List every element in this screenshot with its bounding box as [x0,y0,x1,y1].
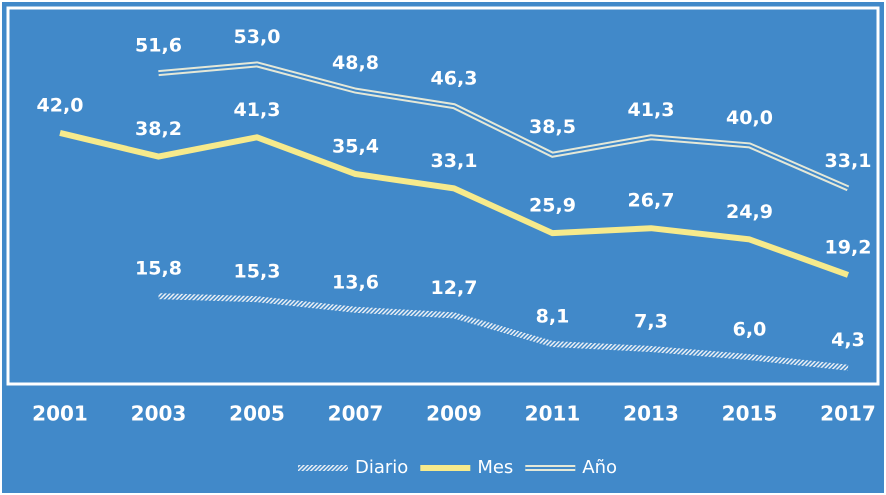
data-label: 33,1 [431,150,478,172]
data-label: 38,5 [529,116,576,138]
data-label: 8,1 [536,306,570,328]
data-label: 48,8 [332,52,379,74]
data-label: 26,7 [628,190,675,212]
data-label: 6,0 [733,319,767,341]
line-inner [158,63,849,190]
data-label: 7,3 [634,310,668,332]
data-label: 33,1 [825,150,872,172]
x-tick-label: 2015 [722,402,778,426]
data-label: 41,3 [234,99,281,121]
data-label: 51,6 [135,35,182,57]
x-tick-label: 2009 [426,402,482,426]
legend-label: Diario [355,457,408,478]
line [59,130,850,278]
legend-swatch-inner [525,467,576,469]
data-label: 25,9 [529,195,576,217]
data-label: 24,9 [726,201,773,223]
legend-label: Año [582,457,617,478]
data-label: 40,0 [726,107,773,129]
x-tick-label: 2001 [32,402,88,426]
data-label: 53,0 [234,26,281,48]
data-label: 15,3 [234,261,281,283]
data-label: 35,4 [332,136,379,158]
data-label: 41,3 [628,99,675,121]
data-label: 42,0 [37,94,84,116]
x-tick-label: 2013 [623,402,679,426]
data-label: 19,2 [825,236,872,258]
data-label: 46,3 [431,68,478,90]
x-tick-label: 2011 [525,402,581,426]
x-tick-label: 2003 [131,402,187,426]
legend-label: Mes [477,457,513,478]
x-tick-label: 2017 [820,402,876,426]
plot-frame [6,6,880,386]
line [158,293,849,371]
x-tick-label: 2007 [328,402,384,426]
legend-swatch [298,465,348,471]
data-label: 12,7 [431,277,478,299]
data-label: 4,3 [831,329,865,351]
legend-swatch [420,465,471,471]
x-tick-label: 2005 [229,402,285,426]
data-label: 38,2 [135,118,182,140]
data-label: 15,8 [135,258,182,280]
data-label: 13,6 [332,271,379,293]
